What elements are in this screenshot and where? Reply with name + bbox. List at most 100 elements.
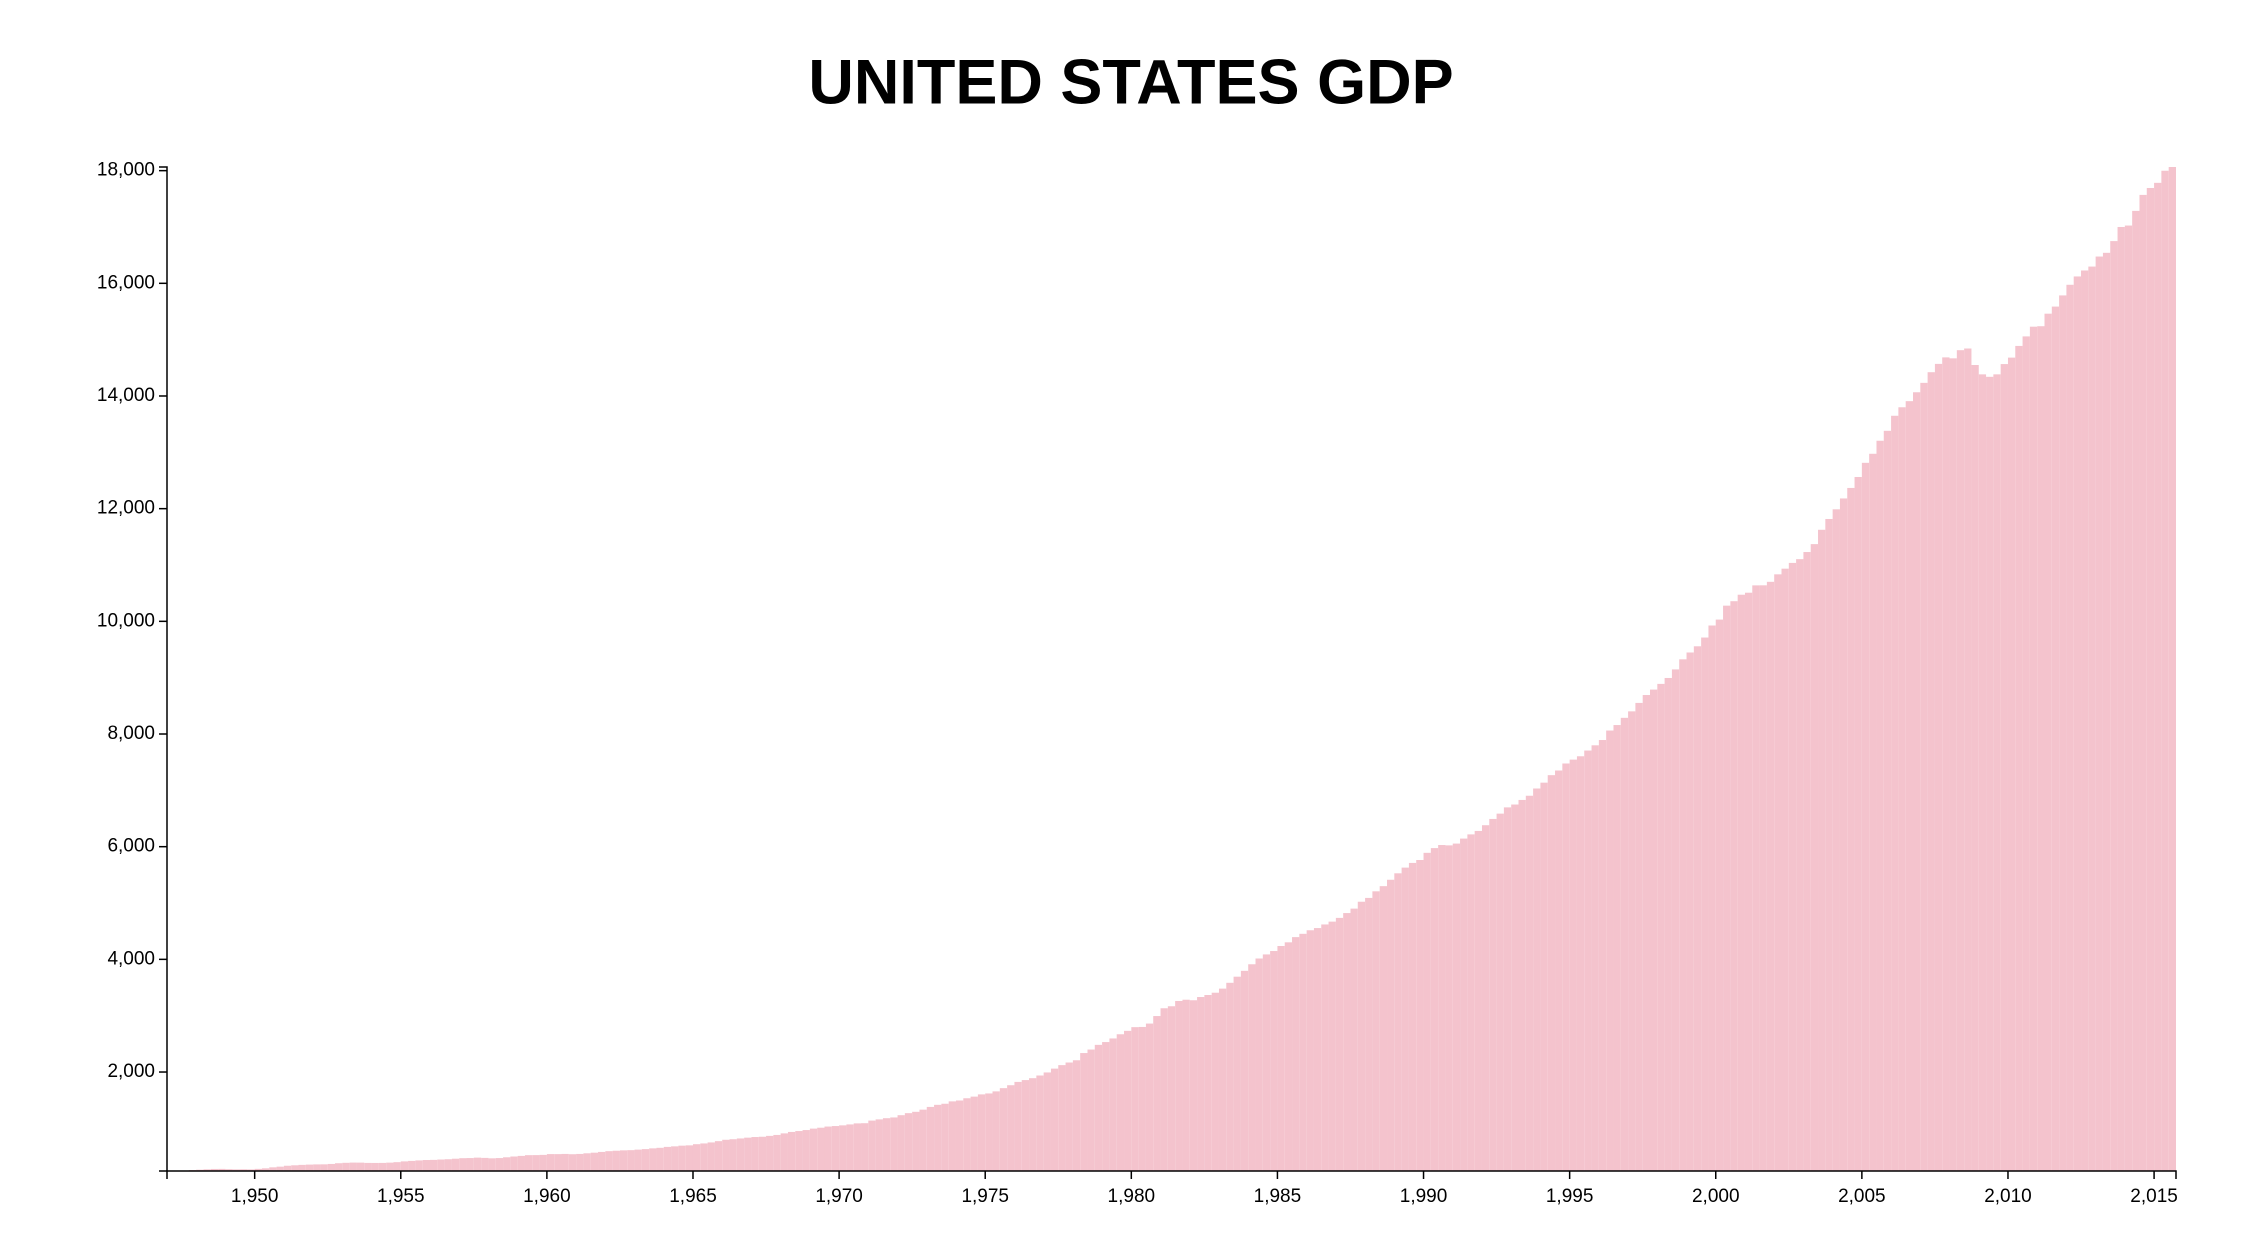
bar (1642, 695, 1651, 1171)
bar (1533, 788, 1541, 1171)
x-tick-label: 1,955 (377, 1186, 425, 1207)
bar (1781, 568, 1789, 1171)
bar (700, 1143, 708, 1171)
bar (2088, 266, 2096, 1171)
x-tick-label: 2,005 (1838, 1186, 1886, 1207)
bar (890, 1117, 898, 1171)
bar (1920, 382, 1928, 1171)
bar (926, 1106, 935, 1171)
bar (415, 1160, 423, 1171)
bar (408, 1160, 416, 1171)
bar (1708, 625, 1716, 1171)
bar (1372, 891, 1380, 1171)
bar (619, 1150, 628, 1171)
bar (1102, 1042, 1110, 1171)
bar (2102, 252, 2111, 1171)
bar (1204, 995, 1212, 1171)
bar (1175, 1000, 1183, 1171)
bar (897, 1115, 905, 1171)
bar (1810, 544, 1819, 1171)
y-tick-label: 10,000 (97, 610, 155, 631)
bar (1167, 1006, 1176, 1171)
bar (714, 1141, 723, 1171)
bar (766, 1135, 774, 1171)
bar (2081, 270, 2089, 1171)
bar (1956, 350, 1965, 1171)
bar (240, 1169, 248, 1171)
bar (254, 1168, 262, 1171)
bar (1423, 852, 1431, 1171)
bar (1357, 901, 1366, 1171)
bar (1964, 348, 1972, 1171)
bar (437, 1159, 445, 1171)
bar (371, 1162, 379, 1171)
x-tick-label: 2,010 (1984, 1186, 2032, 1207)
bar (1394, 873, 1402, 1171)
x-tick-label: 1,965 (669, 1186, 717, 1207)
bar (2161, 170, 2169, 1171)
bar (1657, 683, 1665, 1171)
bar (1847, 487, 1855, 1172)
bar (247, 1169, 255, 1171)
bar (2073, 276, 2082, 1171)
bar (985, 1093, 993, 1171)
bar (2051, 306, 2060, 1172)
bar (210, 1168, 219, 1171)
bar (1138, 1026, 1146, 1171)
bar (2015, 345, 2023, 1171)
bar (232, 1169, 241, 1171)
bar (393, 1162, 401, 1171)
bar (1460, 838, 1468, 1171)
bar (2124, 225, 2133, 1171)
bar (722, 1139, 730, 1171)
bar (1628, 711, 1636, 1171)
bar (787, 1131, 796, 1171)
bar (203, 1169, 211, 1171)
bar (1116, 1034, 1125, 1171)
bar (824, 1126, 832, 1171)
bar (1796, 559, 1804, 1171)
y-tick-label: 2,000 (107, 1061, 155, 1082)
bar (1927, 372, 1935, 1171)
bar (481, 1157, 489, 1171)
bar (2037, 326, 2045, 1172)
bar (1233, 976, 1241, 1171)
bar (736, 1138, 745, 1171)
bar (605, 1151, 613, 1171)
bar (963, 1098, 971, 1171)
y-tick-label: 8,000 (107, 723, 155, 744)
bar (649, 1148, 657, 1171)
bar (444, 1159, 452, 1171)
bar (225, 1169, 233, 1171)
bar (992, 1091, 1000, 1171)
bar (546, 1154, 555, 1171)
bar (1124, 1030, 1132, 1171)
bar (576, 1153, 584, 1171)
bar (1131, 1027, 1139, 1171)
bar (758, 1136, 767, 1171)
bar (1934, 363, 1943, 1171)
bar (1555, 770, 1563, 1171)
y-tick-label: 18,000 (97, 160, 155, 181)
bar (1240, 970, 1249, 1171)
bar (1094, 1044, 1103, 1171)
bar (1913, 392, 1921, 1171)
bar (1408, 862, 1417, 1171)
bar (1818, 529, 1826, 1171)
bar (554, 1154, 562, 1171)
bar (1891, 415, 1899, 1171)
bar (561, 1153, 569, 1171)
bar (1715, 619, 1724, 1171)
bar (1197, 997, 1205, 1171)
bar (1635, 702, 1643, 1171)
bar (999, 1088, 1008, 1171)
bar (1313, 928, 1322, 1171)
bar (641, 1149, 650, 1171)
y-tick-label: 12,000 (97, 498, 155, 519)
bar (335, 1163, 343, 1171)
bar (1255, 958, 1263, 1171)
bar (1430, 848, 1439, 1171)
bar (685, 1145, 693, 1171)
bar (1496, 813, 1504, 1171)
bar (1109, 1038, 1117, 1171)
